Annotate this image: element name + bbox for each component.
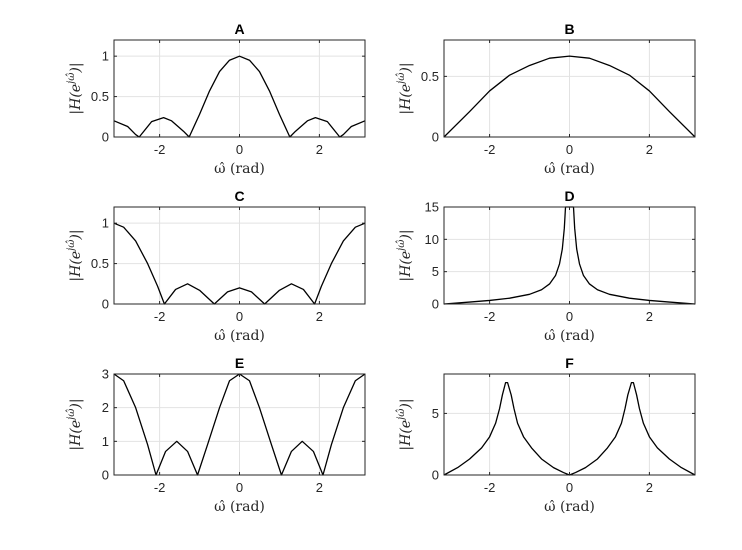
x-axis-label: ω̂ (rad) <box>214 499 265 515</box>
x-axis-label: ω̂ (rad) <box>544 161 595 177</box>
x-tick-label: 0 <box>566 480 573 495</box>
y-axis-label: |H(ejω̂)| <box>66 398 84 450</box>
x-tick-label: 0 <box>236 142 243 157</box>
x-tick-label: 2 <box>646 309 653 324</box>
y-tick-label: 5 <box>432 406 439 421</box>
subplot-e: -2 0 2 0 1 2 3 Eω̂ (rad) |H(ejω̂)| <box>66 355 366 515</box>
y-tick-label: 0.5 <box>91 89 109 104</box>
y-tick-label: 10 <box>425 232 439 247</box>
x-tick-label: -2 <box>154 142 166 157</box>
x-tick-label: 2 <box>316 142 323 157</box>
subplot-title: A <box>234 21 244 37</box>
x-tick-label: 0 <box>566 309 573 324</box>
x-axis-label: ω̂ (rad) <box>214 161 265 177</box>
x-tick-label: -2 <box>154 309 166 324</box>
y-tick-label: 5 <box>432 264 439 279</box>
x-tick-label: -2 <box>484 480 496 495</box>
subplot-c: -2 0 2 0 0.5 1 Cω̂ (rad) |H(ejω̂)| <box>66 188 366 344</box>
subplot-title: C <box>234 188 244 204</box>
y-tick-label: 15 <box>425 200 439 215</box>
y-tick-label: 0 <box>432 468 439 483</box>
y-tick-label: 1 <box>102 216 109 231</box>
x-tick-label: 0 <box>236 480 243 495</box>
magnitude-response-line <box>113 55 366 138</box>
subplot-a: -2 0 2 0 0.5 1 Aω̂ (rad) |H(ejω̂)| <box>66 21 366 177</box>
x-axis-label: ω̂ (rad) <box>544 499 595 515</box>
y-axis-label: |H(ejω̂)| <box>66 229 84 281</box>
y-axis-label: |H(ejω̂)| <box>396 229 414 281</box>
y-tick-label: 0 <box>432 297 439 312</box>
y-tick-label: 1 <box>102 49 109 64</box>
x-axis-label: ω̂ (rad) <box>544 328 595 344</box>
x-tick-label: 0 <box>236 309 243 324</box>
subplot-title: D <box>564 188 574 204</box>
y-tick-label: 0 <box>102 130 109 145</box>
magnitude-response-line <box>113 222 366 305</box>
x-tick-label: 2 <box>316 480 323 495</box>
x-tick-label: -2 <box>154 480 166 495</box>
subplot-d: -2 0 2 0 5 10 15 Dω̂ (rad) |H(ejω̂)| <box>396 188 696 344</box>
subplot-title: B <box>564 21 574 37</box>
magnitude-response-line <box>443 55 696 138</box>
subplot-title: F <box>565 355 574 371</box>
x-axis-label: ω̂ (rad) <box>214 328 265 344</box>
x-tick-label: -2 <box>484 142 496 157</box>
y-tick-label: 0.5 <box>91 256 109 271</box>
y-tick-label: 0.5 <box>421 69 439 84</box>
y-tick-label: 0 <box>102 468 109 483</box>
y-axis-label: |H(ejω̂)| <box>396 62 414 114</box>
y-axis-label: |H(ejω̂)| <box>396 398 414 450</box>
y-tick-label: 3 <box>102 367 109 382</box>
subplot-b: -2 0 2 0 0.5 Bω̂ (rad) |H(ejω̂)| <box>396 21 696 177</box>
y-axis-label: |H(ejω̂)| <box>66 62 84 114</box>
x-tick-label: 2 <box>316 309 323 324</box>
x-tick-label: 2 <box>646 142 653 157</box>
x-tick-label: -2 <box>484 309 496 324</box>
y-tick-label: 2 <box>102 400 109 415</box>
subplot-f: -2 0 2 0 5 Fω̂ (rad) |H(ejω̂)| <box>396 355 696 515</box>
x-tick-label: 2 <box>646 480 653 495</box>
y-tick-label: 0 <box>432 130 439 145</box>
y-tick-label: 1 <box>102 434 109 449</box>
subplot-title: E <box>235 355 244 371</box>
x-tick-label: 0 <box>566 142 573 157</box>
y-tick-label: 0 <box>102 297 109 312</box>
